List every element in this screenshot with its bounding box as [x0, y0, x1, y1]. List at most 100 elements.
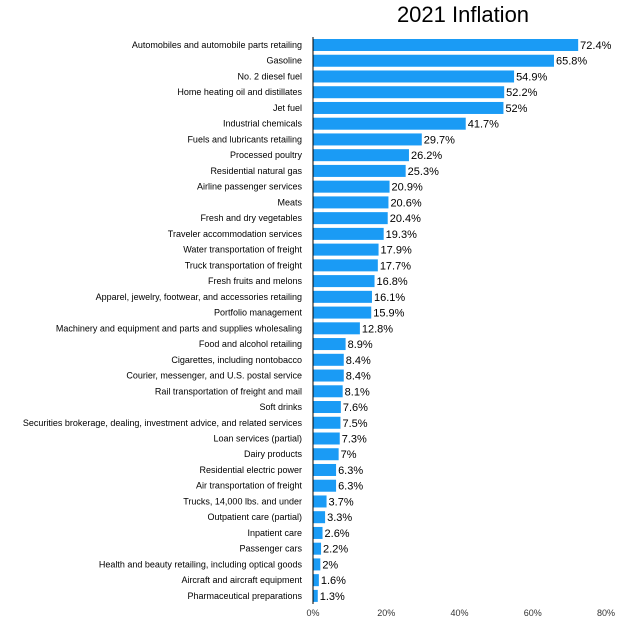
data-label: 6.3%: [338, 481, 363, 493]
category-label: Rail transportation of freight and mail: [155, 386, 302, 396]
category-label: Water transportation of freight: [183, 245, 302, 255]
bar: [313, 259, 378, 272]
bar: [313, 180, 390, 193]
data-label: 16.1%: [374, 292, 405, 304]
category-label: Meats: [277, 197, 302, 207]
data-label: 3.3%: [327, 512, 352, 524]
category-label: Portfolio management: [214, 308, 303, 318]
category-label: Airline passenger services: [197, 182, 303, 192]
bar: [313, 149, 409, 162]
category-label: No. 2 diesel fuel: [237, 71, 302, 81]
category-label: Truck transportation of freight: [185, 260, 303, 270]
data-label: 1.3%: [320, 591, 345, 603]
category-label: Pharmaceutical preparations: [187, 591, 302, 601]
bar: [313, 353, 344, 366]
chart-title: 2021 Inflation: [396, 2, 530, 27]
data-label: 52.2%: [506, 87, 537, 99]
data-label: 20.6%: [390, 197, 421, 209]
bar: [313, 369, 344, 382]
bar: [313, 479, 337, 492]
data-label: 8.1%: [345, 386, 370, 398]
bar: [313, 432, 340, 445]
category-label: Soft drinks: [259, 402, 302, 412]
data-label: 54.9%: [516, 71, 547, 83]
data-label: 72.4%: [580, 40, 611, 52]
category-label: Residential natural gas: [210, 166, 302, 176]
bar: [313, 54, 554, 67]
category-label: Jet fuel: [273, 103, 302, 113]
category-label: Fuels and lubricants retailing: [187, 134, 302, 144]
data-label: 2.2%: [323, 544, 348, 556]
data-label: 65.8%: [556, 56, 587, 68]
x-tick-label: 20%: [377, 608, 395, 618]
data-label: 19.3%: [386, 229, 417, 241]
bar: [313, 243, 379, 256]
bar: [313, 385, 343, 398]
data-label: 7.3%: [342, 434, 367, 446]
data-label: 7.6%: [343, 402, 368, 414]
bar: [313, 101, 504, 114]
bar: [313, 306, 372, 319]
data-label: 6.3%: [338, 465, 363, 477]
bar: [313, 322, 360, 335]
bar: [313, 212, 388, 225]
bar: [313, 117, 466, 130]
bar: [313, 70, 515, 83]
bar: [313, 86, 505, 99]
category-label: Residential electric power: [199, 465, 302, 475]
data-label: 16.8%: [377, 276, 408, 288]
bar: [313, 511, 326, 524]
bar: [313, 39, 579, 51]
category-label: Securities brokerage, dealing, investmen…: [23, 418, 303, 428]
category-label: Fresh fruits and melons: [208, 276, 303, 286]
category-label: Inpatient care: [247, 528, 302, 538]
data-label: 7.5%: [342, 418, 367, 430]
category-label: Food and alcohol retailing: [199, 339, 302, 349]
data-label: 41.7%: [468, 119, 499, 131]
data-label: 8.9%: [348, 339, 373, 351]
category-label: Loan services (partial): [213, 434, 302, 444]
data-label: 26.2%: [411, 150, 442, 162]
bar: [313, 401, 341, 414]
data-label: 17.9%: [381, 245, 412, 257]
data-label: 8.4%: [346, 371, 371, 383]
category-label: Automobiles and automobile parts retaili…: [132, 40, 302, 50]
data-label: 2%: [322, 559, 338, 571]
category-label: Dairy products: [244, 449, 303, 459]
category-label: Aircraft and aircraft equipment: [181, 575, 302, 585]
data-label: 29.7%: [424, 134, 455, 146]
bar: [313, 448, 339, 461]
data-label: 17.7%: [380, 260, 411, 272]
data-label: 20.4%: [390, 213, 421, 225]
data-label: 1.6%: [321, 575, 346, 587]
category-label: Trucks, 14,000 lbs. and under: [183, 496, 302, 506]
bar: [313, 495, 327, 508]
data-label: 7%: [341, 449, 357, 461]
category-label: Industrial chemicals: [223, 119, 303, 129]
data-label: 8.4%: [346, 355, 371, 367]
category-label: Health and beauty retailing, including o…: [99, 559, 303, 569]
data-label: 3.7%: [329, 496, 354, 508]
category-label: Passenger cars: [239, 544, 302, 554]
category-label: Machinery and equipment and parts and su…: [56, 323, 302, 333]
category-label: Processed poultry: [230, 150, 303, 160]
data-label: 25.3%: [408, 166, 439, 178]
x-tick-label: 0%: [306, 608, 319, 618]
category-label: Air transportation of freight: [196, 481, 303, 491]
category-label: Gasoline: [266, 56, 302, 66]
bar: [313, 196, 389, 209]
bar: [313, 416, 341, 429]
category-label: Fresh and dry vegetables: [200, 213, 302, 223]
bar: [313, 589, 318, 602]
category-label: Cigarettes, including nontobacco: [171, 355, 302, 365]
x-tick-label: 40%: [450, 608, 468, 618]
data-label: 12.8%: [362, 323, 393, 335]
bar: [313, 133, 422, 146]
bar: [313, 290, 372, 303]
bar: [313, 338, 346, 351]
category-label: Courier, messenger, and U.S. postal serv…: [126, 371, 302, 381]
bar: [313, 542, 322, 555]
bar: [313, 526, 323, 539]
category-label: Home heating oil and distillates: [177, 87, 302, 97]
